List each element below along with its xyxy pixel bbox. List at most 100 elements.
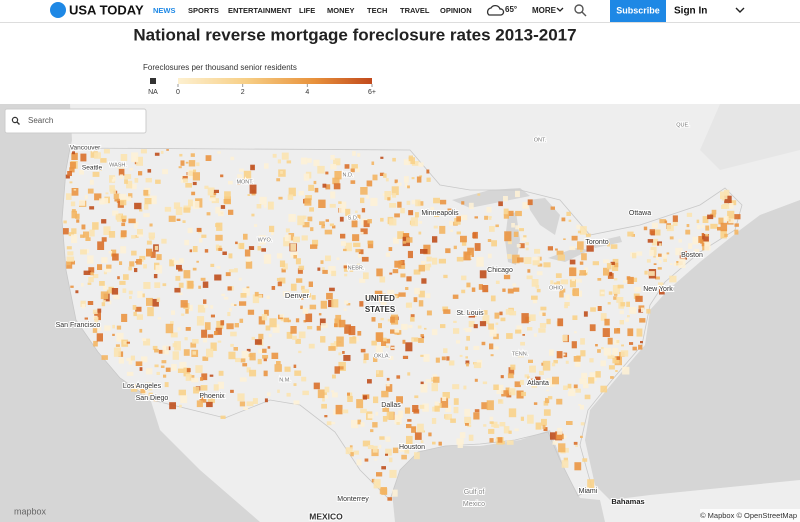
map-region[interactable] <box>131 250 137 256</box>
map-region[interactable] <box>586 245 594 252</box>
map-region[interactable] <box>349 336 357 344</box>
map-region[interactable] <box>139 367 143 371</box>
map-region[interactable] <box>636 251 643 256</box>
map-region[interactable] <box>595 344 598 347</box>
map-region[interactable] <box>143 189 149 196</box>
map-region[interactable] <box>669 236 674 240</box>
map-region[interactable] <box>604 318 610 326</box>
map-region[interactable] <box>411 161 420 166</box>
map-region[interactable] <box>307 326 313 330</box>
map-region[interactable] <box>271 352 279 359</box>
map-region[interactable] <box>119 174 123 179</box>
map-region[interactable] <box>200 377 204 381</box>
map-region[interactable] <box>97 264 103 270</box>
map-region[interactable] <box>185 183 192 188</box>
map-region[interactable] <box>109 175 116 183</box>
map-region[interactable] <box>728 217 735 224</box>
map-region[interactable] <box>634 286 641 292</box>
map-region[interactable] <box>717 226 721 231</box>
map-region[interactable] <box>338 352 342 356</box>
map-region[interactable] <box>239 401 246 407</box>
map-region[interactable] <box>587 479 595 488</box>
map-region[interactable] <box>564 304 568 309</box>
map-region[interactable] <box>556 351 563 359</box>
map-region[interactable] <box>569 259 576 265</box>
map-region[interactable] <box>131 152 139 163</box>
map-region[interactable] <box>235 357 240 363</box>
map-region[interactable] <box>601 347 604 350</box>
map-region[interactable] <box>546 318 551 325</box>
map-region[interactable] <box>97 326 102 331</box>
map-region[interactable] <box>600 360 606 367</box>
map-region[interactable] <box>358 253 361 258</box>
map-region[interactable] <box>507 239 512 245</box>
map-region[interactable] <box>620 302 626 307</box>
map-region[interactable] <box>402 233 410 241</box>
map-region[interactable] <box>557 427 562 435</box>
map-region[interactable] <box>723 216 729 222</box>
map-region[interactable] <box>334 366 340 374</box>
map-region[interactable] <box>488 323 494 330</box>
map-region[interactable] <box>113 292 120 300</box>
map-region[interactable] <box>338 206 346 213</box>
map-region[interactable] <box>100 291 109 300</box>
map-region[interactable] <box>702 216 709 223</box>
map-region[interactable] <box>551 362 556 367</box>
map-region[interactable] <box>287 194 294 200</box>
map-region[interactable] <box>413 269 421 275</box>
map-region[interactable] <box>352 336 356 339</box>
map-region[interactable] <box>244 249 251 257</box>
map-region[interactable] <box>567 383 572 389</box>
map-region[interactable] <box>220 205 226 209</box>
map-region[interactable] <box>342 409 349 414</box>
map-region[interactable] <box>580 350 586 357</box>
map-region[interactable] <box>129 261 135 267</box>
map-region[interactable] <box>329 223 334 227</box>
map-region[interactable] <box>420 440 424 443</box>
search-placeholder[interactable]: Search <box>28 116 53 125</box>
map-region[interactable] <box>164 206 172 212</box>
map-region[interactable] <box>390 329 395 334</box>
map-region[interactable] <box>299 295 304 300</box>
map-region[interactable] <box>373 357 378 362</box>
map-region[interactable] <box>189 375 195 380</box>
map-region[interactable] <box>522 202 529 209</box>
more-chevron[interactable] <box>556 7 564 12</box>
map-region[interactable] <box>557 318 564 327</box>
map-region[interactable] <box>645 285 648 290</box>
map-region[interactable] <box>200 277 206 281</box>
map-region[interactable] <box>607 273 614 279</box>
map-region[interactable] <box>358 249 364 255</box>
map-region[interactable] <box>325 184 331 190</box>
map-region[interactable] <box>66 193 72 200</box>
map-region[interactable] <box>178 292 183 295</box>
map-region[interactable] <box>465 346 469 351</box>
map-region[interactable] <box>251 336 256 340</box>
map-region[interactable] <box>678 258 686 268</box>
map-region[interactable] <box>408 210 414 216</box>
map-region[interactable] <box>456 231 461 235</box>
map-region[interactable] <box>94 317 99 323</box>
map-region[interactable] <box>590 307 596 312</box>
map-region[interactable] <box>449 220 453 226</box>
nav-item[interactable]: OPINION <box>440 6 472 15</box>
map-region[interactable] <box>424 327 427 330</box>
map-region[interactable] <box>210 305 214 309</box>
map-region[interactable] <box>500 375 504 379</box>
map-region[interactable] <box>418 162 424 167</box>
map-region[interactable] <box>263 236 270 241</box>
map-region[interactable] <box>102 299 106 303</box>
map-region[interactable] <box>566 211 571 216</box>
map-region[interactable] <box>517 351 524 358</box>
map-region[interactable] <box>724 203 728 207</box>
map-region[interactable] <box>575 278 582 283</box>
map-region[interactable] <box>507 288 514 294</box>
map-region[interactable] <box>143 338 151 346</box>
map-region[interactable] <box>474 243 481 251</box>
map-region[interactable] <box>303 320 307 323</box>
map-region[interactable] <box>589 358 594 363</box>
map-region[interactable] <box>254 339 262 345</box>
map-region[interactable] <box>640 341 643 344</box>
map-region[interactable] <box>473 324 478 329</box>
map-region[interactable] <box>266 295 270 299</box>
